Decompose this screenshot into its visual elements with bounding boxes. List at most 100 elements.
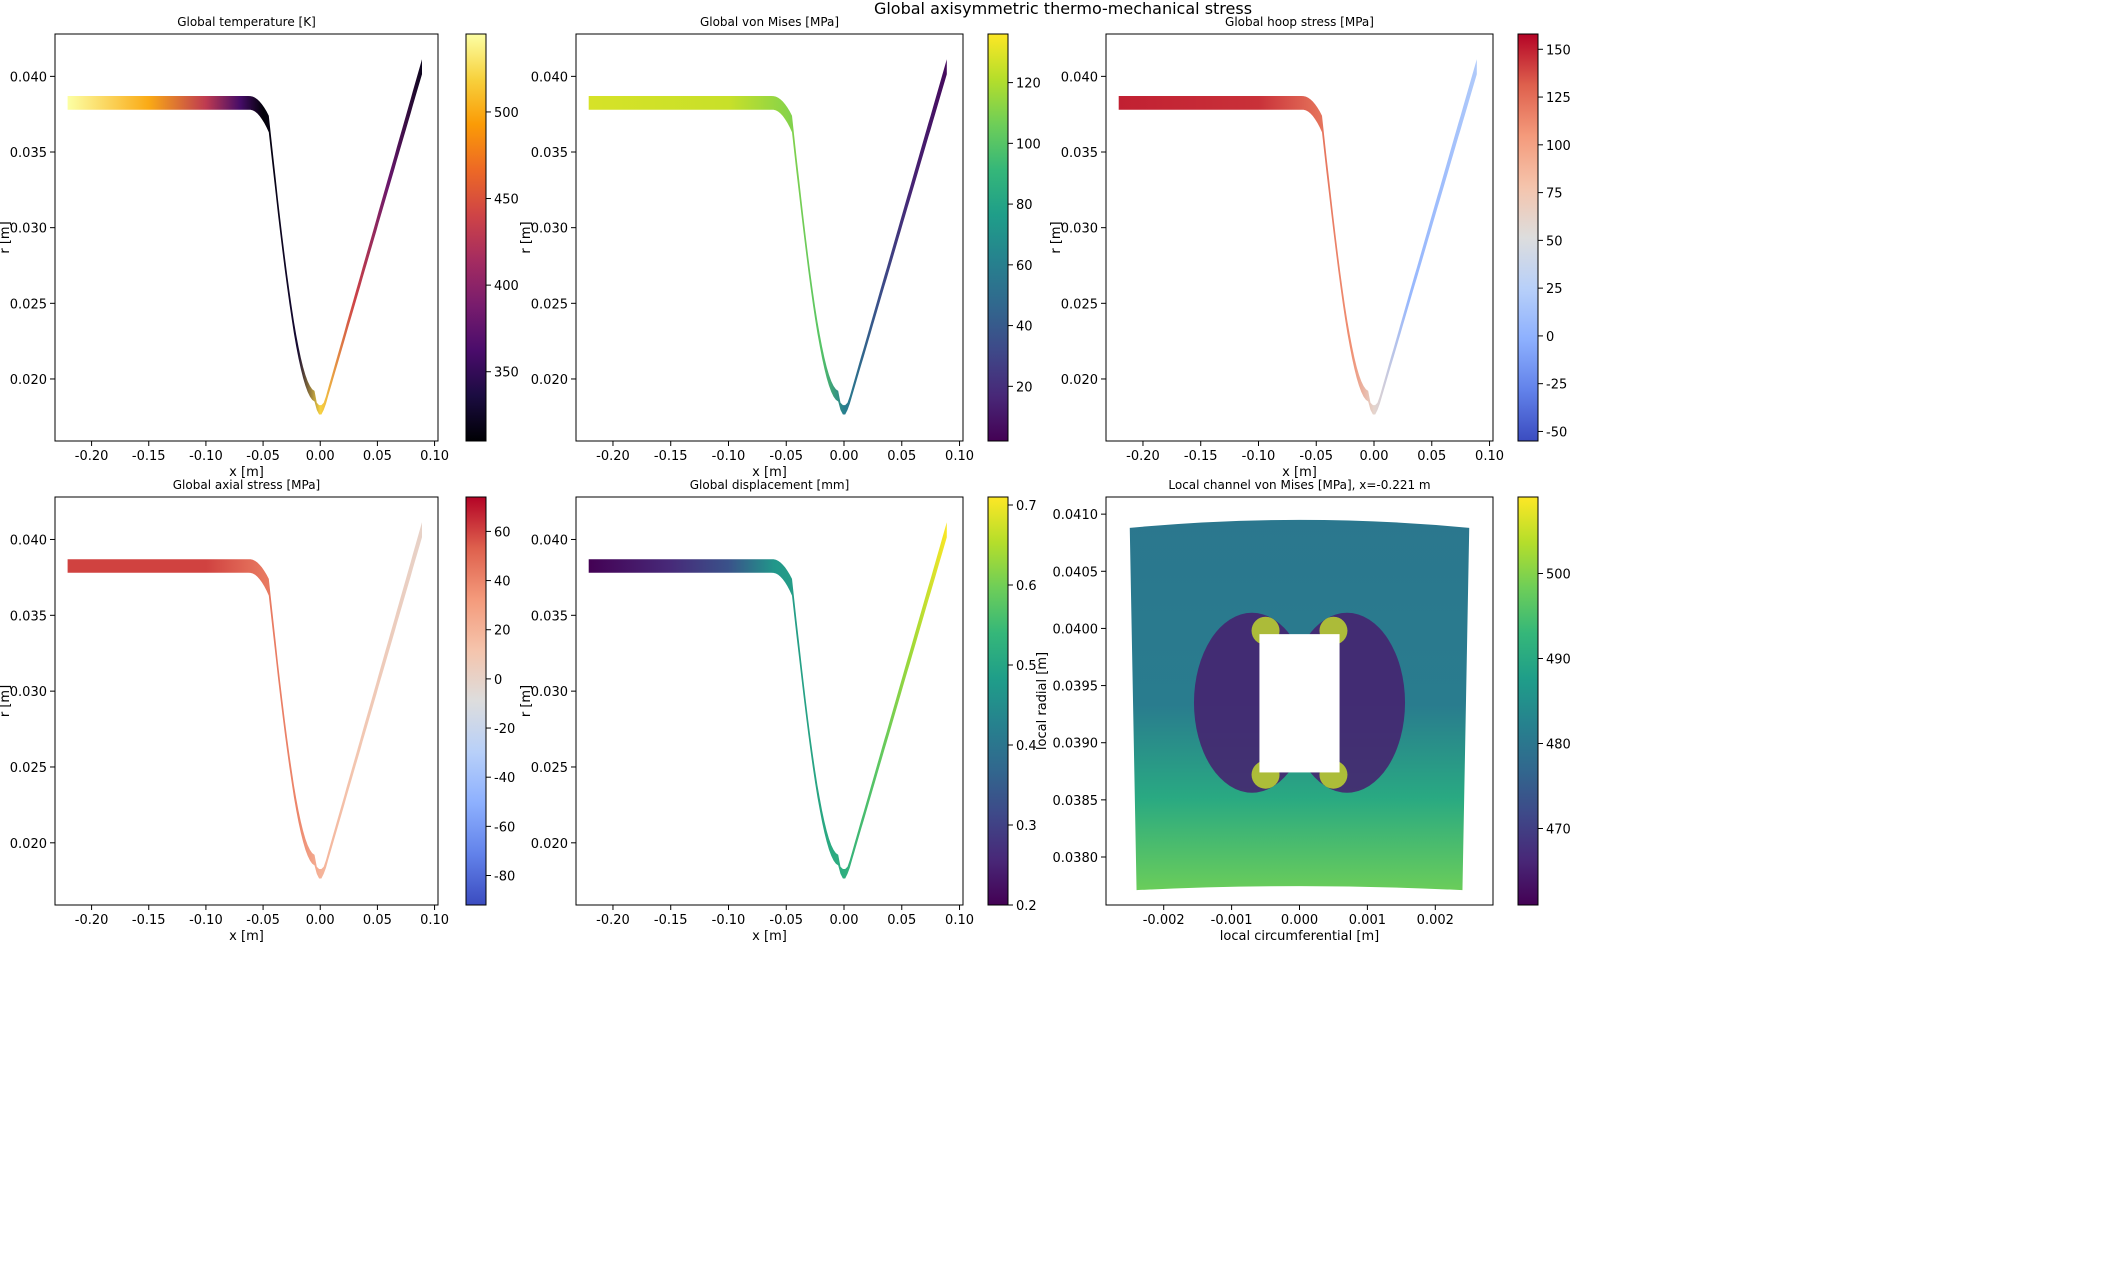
colorbar-tick-label: 0.4 — [1016, 739, 1037, 754]
y-axis-label: r [m] — [519, 221, 534, 253]
colorbar-tick-label: 400 — [494, 279, 519, 294]
x-tick-label: 0.05 — [1417, 449, 1446, 464]
x-tick-label: -0.20 — [75, 449, 109, 464]
colorbar-tick-label: -25 — [1546, 378, 1567, 393]
x-axis-label: x [m] — [752, 929, 787, 944]
colorbar-tick-label: 0.3 — [1016, 819, 1037, 834]
panel-von-mises: Global von Mises [MPa] -0.20 -0.15 -0.10 -0.… — [519, 15, 1041, 480]
colorbar — [465, 496, 487, 906]
colorbar-tick-label: 470 — [1546, 823, 1571, 838]
y-tick-label: 0.030 — [10, 222, 47, 237]
y-tick-label: 0.040 — [531, 70, 568, 85]
x-tick-label: -0.20 — [596, 913, 630, 928]
x-tick-label: -0.15 — [654, 449, 688, 464]
x-axis-label: x [m] — [229, 465, 264, 480]
x-tick-label: -0.05 — [769, 449, 803, 464]
panel-title: Global von Mises [MPa] — [700, 15, 839, 29]
colorbar-tick-label: 500 — [1546, 568, 1571, 583]
x-tick-label: -0.15 — [1184, 449, 1218, 464]
x-tick-label: 0.00 — [830, 449, 859, 464]
x-tick-label: -0.05 — [1299, 449, 1333, 464]
x-tick-label: -0.20 — [1126, 449, 1160, 464]
nozzle-wall-field — [588, 522, 947, 879]
y-tick-label: 0.0380 — [1053, 851, 1099, 866]
colorbar-tick-label: 500 — [494, 106, 519, 121]
y-tick-label: 0.025 — [10, 297, 47, 312]
x-tick-label: 0.00 — [306, 913, 335, 928]
x-tick-label: 0.05 — [887, 449, 916, 464]
x-axis-label: x [m] — [752, 465, 787, 480]
cooling-channel — [1259, 634, 1340, 773]
y-tick-label: 0.040 — [10, 70, 47, 85]
colorbar-tick-label: 25 — [1546, 282, 1563, 297]
y-tick-label: 0.030 — [531, 222, 568, 237]
nozzle-wall-field — [588, 59, 947, 415]
colorbar-tick-label: 75 — [1546, 187, 1563, 202]
y-tick-label: 0.025 — [10, 761, 47, 776]
y-tick-label: 0.035 — [10, 146, 47, 161]
colorbar-tick-label: 100 — [1546, 139, 1571, 154]
panel-hoop-stress: Global hoop stress [MPa] -0.20 -0.15 -0.10 -… — [1049, 15, 1571, 480]
x-tick-label: 0.10 — [420, 913, 449, 928]
y-axis-label: r [m] — [1049, 221, 1064, 253]
y-tick-label: 0.035 — [531, 609, 568, 624]
y-tick-label: 0.030 — [531, 685, 568, 700]
y-axis-label: r [m] — [0, 221, 13, 253]
x-tick-label: -0.15 — [132, 913, 166, 928]
panel-temperature: Global temperature [K] -0.20 -0.15 -0.10 -0.… — [0, 15, 519, 480]
y-tick-label: 0.0390 — [1053, 737, 1099, 752]
colorbar-tick-label: 490 — [1546, 653, 1571, 668]
colorbar-tick-label: 100 — [1016, 137, 1041, 152]
colorbar-tick-label: 120 — [1016, 77, 1041, 92]
y-axis-label: local radial [m] — [1035, 652, 1050, 750]
y-tick-label: 0.035 — [531, 146, 568, 161]
x-tick-label: -0.10 — [189, 449, 223, 464]
axes-frame — [54, 496, 439, 906]
panel-title: Global displacement [mm] — [690, 478, 850, 492]
y-tick-label: 0.030 — [1061, 222, 1098, 237]
y-tick-label: 0.020 — [531, 373, 568, 388]
colorbar-tick-label: -40 — [494, 771, 515, 786]
x-tick-label: 0.00 — [830, 913, 859, 928]
x-tick-label: -0.15 — [654, 913, 688, 928]
x-tick-label: -0.10 — [712, 913, 746, 928]
axes-frame — [1105, 33, 1494, 442]
colorbar-tick-label: 60 — [494, 525, 511, 540]
colorbar — [1517, 33, 1539, 442]
colorbar — [987, 33, 1009, 442]
figure-suptitle: Global axisymmetric thermo-mechanical st… — [874, 0, 1252, 18]
colorbar-tick-label: -80 — [494, 870, 515, 885]
x-tick-label: -0.15 — [132, 449, 166, 464]
colorbar-tick-label: -60 — [494, 820, 515, 835]
x-tick-label: 0.10 — [945, 913, 974, 928]
x-tick-label: 0.10 — [420, 449, 449, 464]
x-tick-label: 0.10 — [945, 449, 974, 464]
y-tick-label: 0.035 — [10, 609, 47, 624]
colorbar-tick-label: 60 — [1016, 259, 1033, 274]
x-tick-label: -0.10 — [1242, 449, 1276, 464]
panel-displacement: Global displacement [mm] -0.20 -0.15 -0.10 -… — [519, 478, 1037, 944]
x-tick-label: 0.00 — [1360, 449, 1389, 464]
x-tick-label: 0.001 — [1349, 913, 1386, 928]
colorbar-tick-label: 0.2 — [1016, 899, 1037, 914]
y-tick-label: 0.025 — [531, 297, 568, 312]
colorbar — [465, 33, 487, 442]
colorbar-tick-label: 20 — [494, 624, 511, 639]
x-axis-label: local circumferential [m] — [1220, 929, 1379, 944]
y-tick-label: 0.0410 — [1053, 508, 1099, 523]
y-tick-label: 0.025 — [531, 761, 568, 776]
panel-axial-stress: Global axial stress [MPa] -0.20 -0.15 -0.10… — [0, 478, 515, 944]
x-tick-label: -0.05 — [246, 913, 280, 928]
x-tick-label: -0.20 — [596, 449, 630, 464]
colorbar-tick-label: -20 — [494, 722, 515, 737]
colorbar — [1517, 496, 1539, 906]
panel-title: Global temperature [K] — [177, 15, 316, 29]
y-tick-label: 0.040 — [10, 533, 47, 548]
colorbar-tick-label: 80 — [1016, 198, 1033, 213]
y-tick-label: 0.030 — [10, 685, 47, 700]
y-axis-label: r [m] — [519, 685, 534, 717]
x-tick-label: 0.000 — [1281, 913, 1318, 928]
y-tick-label: 0.025 — [1061, 297, 1098, 312]
y-tick-label: 0.040 — [1061, 70, 1098, 85]
y-tick-label: 0.040 — [531, 533, 568, 548]
